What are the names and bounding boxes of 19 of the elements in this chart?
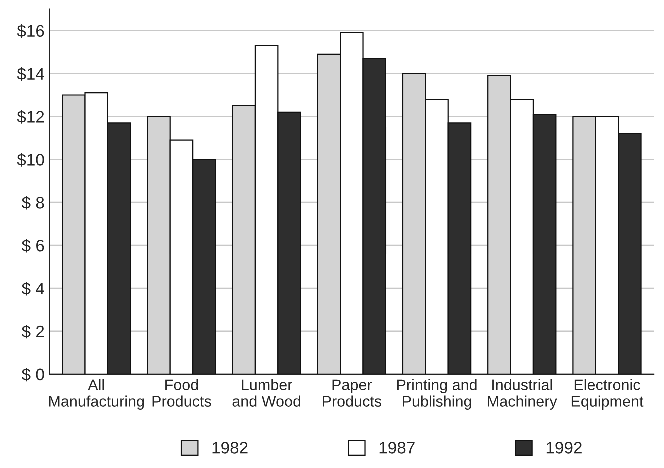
- x-tick-label: Paper Products: [323, 380, 382, 407]
- y-tick-label: $16: [17, 24, 44, 38]
- y-tick-label: $ 4: [22, 282, 44, 296]
- y-tick-label: $ 0: [22, 368, 44, 382]
- y-tick-label: $14: [17, 67, 44, 81]
- x-tick-label: Industrial Machinery: [488, 379, 558, 410]
- y-tick-label: $ 6: [22, 239, 44, 253]
- x-tick-label: All Manufacturing: [49, 379, 144, 410]
- x-tick-label: Food Products: [152, 379, 212, 407]
- y-tick-label: $10: [17, 153, 44, 167]
- y-tick-label: $12: [17, 110, 44, 124]
- legend-label: 1982: [212, 442, 248, 454]
- x-tick-label: Printing and Publishing: [398, 379, 477, 410]
- y-tick-label: $ 8: [22, 196, 44, 210]
- y-tick-label: $ 2: [22, 325, 44, 339]
- x-tick-label: Lumber and Wood: [232, 379, 301, 407]
- legend-label: 1987: [380, 442, 415, 454]
- legend-label: 1992: [546, 442, 582, 454]
- x-tick-label: Electronic Equipment: [572, 379, 644, 410]
